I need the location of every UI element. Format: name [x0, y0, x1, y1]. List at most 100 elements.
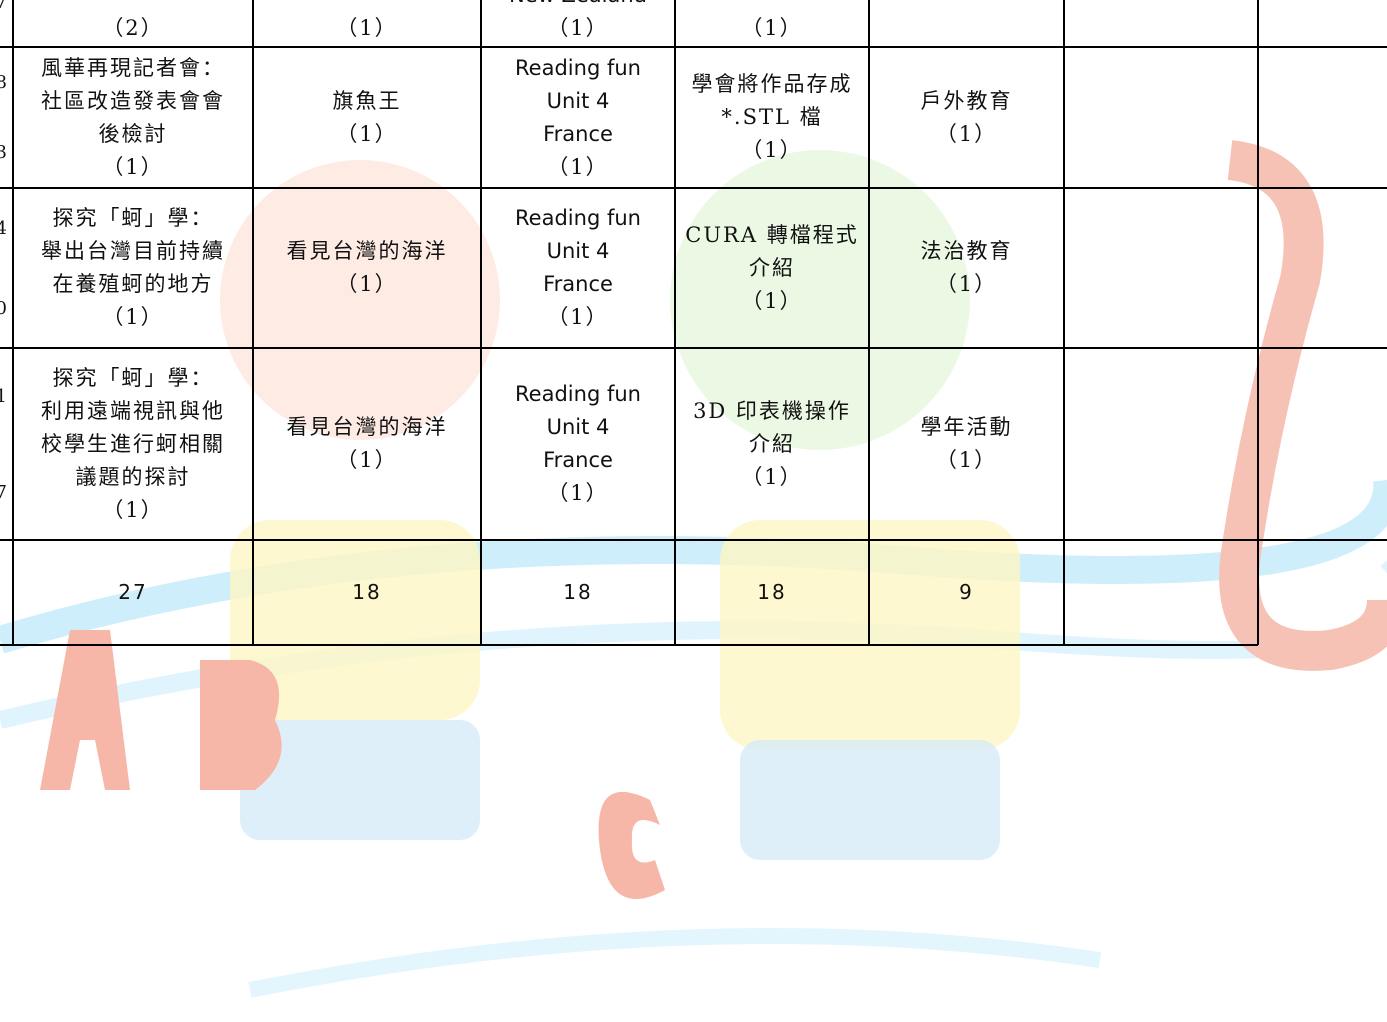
- cell-text: （1）: [935, 272, 998, 296]
- cell-text: （1）: [102, 305, 164, 329]
- cell-text: （2）: [102, 16, 164, 40]
- cell-text: 9: [959, 580, 974, 604]
- table-cell: （1）: [253, 0, 481, 47]
- cell-text: 18: [563, 580, 593, 604]
- cell-text: 看見台灣的海洋: [286, 239, 448, 263]
- figure-legs: [240, 720, 480, 840]
- table-cell: 18: [481, 540, 675, 645]
- cell-text: （1）: [336, 121, 398, 146]
- letter: [200, 660, 282, 790]
- row-border: [0, 187, 1387, 189]
- cell-text: 舉出台灣目前持續: [41, 239, 225, 263]
- table-cell: 看見台灣的海洋 （1）: [253, 348, 481, 540]
- table-cell: [1258, 0, 1387, 47]
- table-cell: 探究「蚵」學： 利用遠端視訊與他 校學生進行蚵相關 議題的探討 （1）: [13, 348, 253, 540]
- cell-text: *.STL 檔: [721, 105, 823, 129]
- cell-text: （1）: [102, 154, 164, 179]
- table-cell: 法治教育 （1）: [869, 188, 1064, 348]
- cell-text: （1）: [336, 272, 398, 296]
- cell-text: （1）: [741, 138, 803, 162]
- figure-head: [220, 160, 500, 440]
- cell-text: Reading fun: [515, 206, 641, 230]
- table-cell: [1064, 0, 1258, 47]
- figure-body: [230, 520, 480, 720]
- cell-text: 議題的探討: [75, 464, 191, 489]
- table-cell: 旗魚王 （1）: [253, 47, 481, 188]
- row-border: [0, 539, 1387, 541]
- table-cell: （2）: [13, 0, 253, 47]
- figure-body: [720, 520, 1020, 750]
- cell-text: 0: [0, 297, 7, 319]
- table-cell: Reading fun Unit 4 France （1）: [481, 348, 675, 540]
- cell-text: 18: [757, 580, 787, 604]
- cell-text: （1）: [547, 481, 609, 505]
- table-cell: CURA 轉檔程式 介紹 （1）: [675, 188, 869, 348]
- cell-text: （1）: [547, 16, 609, 40]
- cell-text: 在養殖蚵的地方: [52, 272, 214, 296]
- table-cell: [869, 0, 1064, 47]
- table-cell: Reading fun Unit 4 France （1）: [481, 188, 675, 348]
- column-border: [12, 0, 14, 645]
- table-cell: [1258, 188, 1387, 348]
- table-cell: 學會將作品存成 *.STL 檔 （1）: [675, 47, 869, 188]
- table-cell: [1064, 348, 1258, 540]
- table-cell: [1064, 188, 1258, 348]
- table-cell: 18: [253, 540, 481, 645]
- table-cell: 3D 印表機操作 介紹 （1）: [675, 348, 869, 540]
- cell-text: （1）: [741, 16, 803, 40]
- cell-text: Unit 4: [546, 415, 610, 439]
- cell-text: 1: [0, 385, 7, 407]
- cell-text: 介紹: [749, 255, 795, 280]
- cell-text: （1）: [102, 497, 164, 522]
- table-cell: 學年活動 （1）: [869, 348, 1064, 540]
- cell-text: 後檢討: [98, 121, 168, 146]
- table-cell: 7: [0, 0, 13, 47]
- cell-text: 校學生進行蚵相關: [41, 431, 225, 456]
- cell-text: （1）: [741, 288, 803, 313]
- cell-text: France: [543, 272, 613, 296]
- clef: [1219, 140, 1387, 671]
- table-cell: [1258, 47, 1387, 188]
- table-cell: 戶外教育 （1）: [869, 47, 1064, 188]
- table-cell: 風華再現記者會： 社區改造發表會會 後檢討 （1）: [13, 47, 253, 188]
- cell-text: 探究「蚵」學：: [52, 365, 214, 390]
- cell-text: 戶外教育: [920, 88, 1013, 113]
- row-border: [0, 644, 1258, 646]
- table-cell: [1258, 348, 1387, 540]
- cell-text: 7: [0, 481, 7, 503]
- row-border: [0, 46, 1387, 48]
- cell-text: 風華再現記者會：: [41, 55, 225, 80]
- cell-text: 學年活動: [920, 415, 1013, 439]
- column-border: [1063, 0, 1065, 645]
- table-cell: 探究「蚵」學： 舉出台灣目前持續 在養殖蚵的地方 （1）: [13, 188, 253, 348]
- cell-text: 學會將作品存成: [691, 72, 853, 96]
- figure-legs: [740, 740, 1000, 860]
- cell-text: （1）: [935, 448, 998, 472]
- cell-text: 探究「蚵」學：: [52, 206, 214, 230]
- cell-text: 18: [352, 580, 382, 604]
- cell-text: Unit 4: [546, 239, 610, 263]
- cell-text: 8: [0, 71, 7, 93]
- table-cell: 18: [675, 540, 869, 645]
- table-cell: 27: [13, 540, 253, 645]
- column-border: [1257, 0, 1259, 645]
- cell-text: 社區改造發表會會: [41, 88, 225, 113]
- column-border: [252, 0, 254, 645]
- wave: [248, 928, 1102, 998]
- table-cell: [1064, 540, 1258, 645]
- cell-text: Reading fun: [515, 55, 641, 80]
- cell-text: 4: [0, 217, 7, 239]
- cell-text: 7: [0, 0, 7, 13]
- cell-text: France: [543, 448, 613, 472]
- cell-text: （1）: [935, 121, 998, 146]
- table-cell: 看見台灣的海洋 （1）: [253, 188, 481, 348]
- cell-text: Reading fun: [515, 382, 641, 406]
- table-cell: New Zealand （1）: [481, 0, 675, 47]
- figure-head: [670, 150, 970, 450]
- cell-text: CURA 轉檔程式: [685, 222, 859, 247]
